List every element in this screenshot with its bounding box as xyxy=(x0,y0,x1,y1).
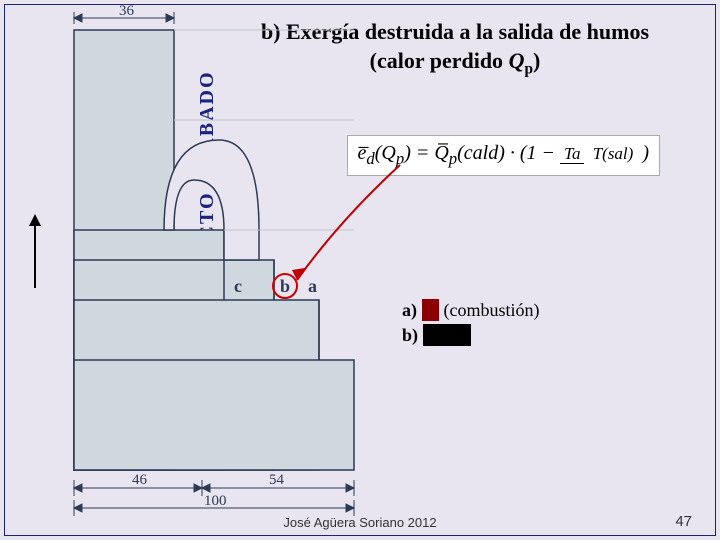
label-a: a xyxy=(308,276,317,296)
fraction: Ta T(sal) xyxy=(560,144,637,164)
page-number: 47 xyxy=(675,513,692,530)
dim-54: 54 xyxy=(269,472,285,488)
list-row-a: a) (combustión) xyxy=(402,300,540,321)
label-b: b xyxy=(280,276,290,296)
dim-100: 100 xyxy=(204,493,227,509)
slide: EVOLUCIÓN PRODUCTO ACABADO b) Exergía de… xyxy=(0,0,720,540)
label-c: c xyxy=(234,276,242,296)
redacted-a xyxy=(422,299,440,321)
redacted-b xyxy=(423,324,471,346)
building-diagram: 36 c b a xyxy=(54,0,414,520)
arrow-up-icon xyxy=(34,218,36,288)
dim-top: 36 xyxy=(119,3,135,19)
footer: José Agüera Soriano 2012 xyxy=(0,515,720,530)
list: a) (combustión) b) xyxy=(402,300,540,350)
dim-46: 46 xyxy=(132,472,148,488)
list-row-b: b) xyxy=(402,325,540,346)
